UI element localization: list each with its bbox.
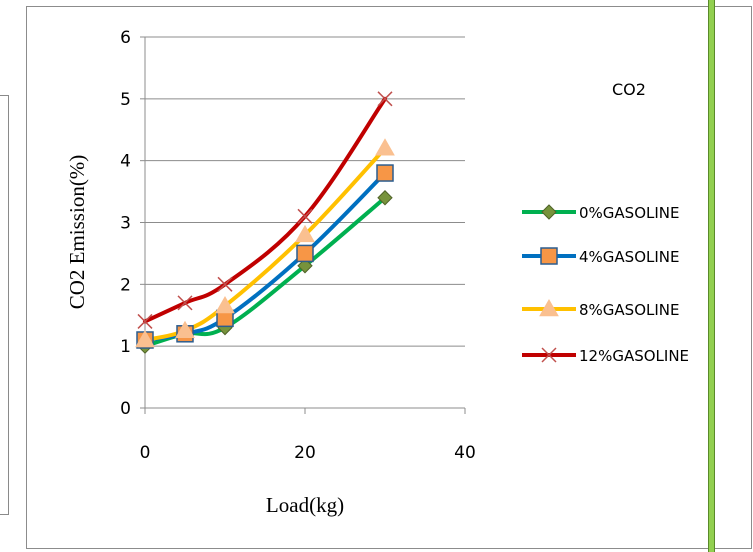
document-text-box-edge — [0, 95, 9, 515]
legend-label: 12%GASOLINE — [579, 347, 689, 365]
legend-marker — [540, 247, 558, 265]
data-point-12pctgasoline — [297, 208, 313, 224]
legend-item-8pctgasoline: 8%GASOLINE — [522, 298, 680, 319]
series-line-12pctgasoline — [143, 96, 387, 324]
data-point-8pctgasoline — [295, 224, 315, 243]
data-point-12pctgasoline — [377, 91, 393, 107]
y-tick-label: 6 — [120, 28, 131, 48]
y-tick-label: 0 — [120, 399, 131, 419]
axes — [140, 36, 466, 414]
legend-item-4pctgasoline: 4%GASOLINE — [522, 247, 680, 266]
series-line-8pctgasoline — [143, 146, 387, 342]
data-point-4pctgasoline — [296, 244, 314, 263]
y-axis-title: CO2 Emission(%) — [65, 155, 89, 310]
x-axis-title: Load(kg) — [266, 493, 344, 517]
legend-item-12pctgasoline: 12%GASOLINE — [522, 347, 689, 365]
legend: CO2 0%GASOLINE 4%GASOLINE 8%GASOLINE 12%GAS… — [522, 80, 689, 365]
y-tick-label: 2 — [120, 275, 131, 295]
legend-title: CO2 — [612, 80, 646, 99]
legend-label: 0%GASOLINE — [579, 204, 680, 222]
chart-frame — [26, 6, 752, 549]
legend-marker — [539, 298, 559, 317]
x-tick-label: 20 — [294, 443, 316, 463]
data-point-12pctgasoline — [137, 313, 153, 329]
legend-label: 8%GASOLINE — [579, 301, 680, 319]
green-vertical-rule — [708, 0, 715, 552]
data-point-0pctgasoline — [377, 190, 393, 206]
data-point-8pctgasoline — [375, 138, 395, 156]
data-point-0pctgasoline — [297, 258, 313, 274]
legend-marker — [541, 347, 557, 363]
data-point-12pctgasoline — [177, 295, 193, 311]
x-tick-label: 0 — [140, 443, 151, 463]
gridlines — [145, 36, 465, 347]
tick-labels: 0 1 2 3 4 5 6 0 20 40 — [120, 28, 476, 463]
y-tick-label: 4 — [120, 152, 131, 172]
y-tick-label: 3 — [120, 214, 131, 234]
data-point-8pctgasoline — [215, 295, 235, 314]
data-point-8pctgasoline — [135, 329, 155, 348]
data-point-4pctgasoline — [376, 164, 394, 182]
legend-label: 4%GASOLINE — [579, 248, 680, 266]
legend-item-0pctgasoline: 0%GASOLINE — [522, 204, 680, 222]
y-tick-label: 1 — [120, 337, 131, 357]
legend-marker — [541, 204, 557, 220]
x-tick-label: 40 — [454, 443, 476, 463]
data-point-12pctgasoline — [217, 276, 233, 292]
series-markers — [135, 91, 395, 354]
data-point-8pctgasoline — [175, 320, 195, 338]
y-tick-label: 5 — [120, 90, 131, 110]
